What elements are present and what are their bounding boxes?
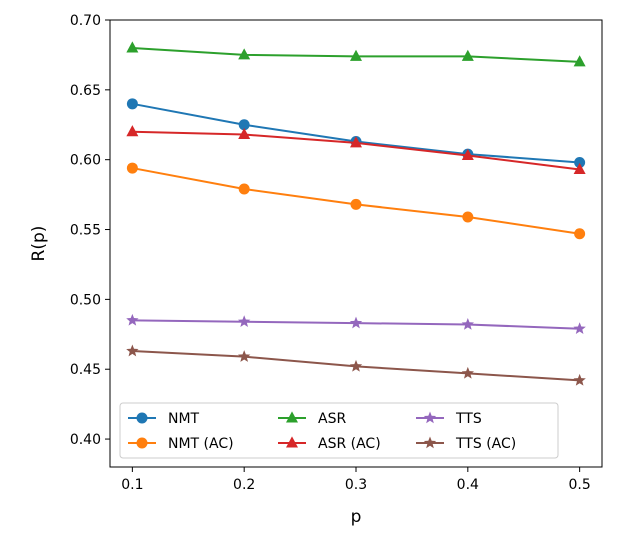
data-point (126, 125, 139, 137)
data-point (574, 156, 586, 168)
legend-entry: ASR (278, 411, 346, 427)
data-point (573, 55, 586, 67)
plot-marks (126, 41, 586, 386)
series-tts (126, 313, 586, 334)
data-point (238, 183, 250, 195)
legend-entry: TTS (416, 411, 482, 427)
legend-entry: ASR (AC) (278, 436, 381, 452)
data-point (238, 127, 251, 140)
data-point (126, 98, 138, 110)
y-tick-label: 0.50 (70, 292, 101, 308)
legend-swatch-marker (423, 411, 437, 424)
data-point (350, 49, 362, 61)
series-nmt-ac (126, 162, 586, 240)
data-point (126, 41, 139, 53)
legend-label: NMT (168, 411, 200, 427)
data-point (461, 366, 474, 379)
data-point (238, 350, 251, 362)
legend-entry: TTS (AC) (416, 436, 516, 452)
series-asr-ac (126, 125, 586, 174)
y-tick-label: 0.40 (70, 432, 101, 448)
data-point (126, 344, 139, 357)
data-point (461, 148, 474, 160)
legend-label: NMT (AC) (168, 436, 234, 452)
data-point (573, 162, 586, 174)
data-point (350, 136, 362, 148)
legend-entry: NMT (128, 411, 200, 427)
series-asr (126, 41, 586, 67)
data-point (574, 228, 586, 240)
x-tick-label: 0.3 (345, 477, 367, 493)
legend-box (119, 402, 559, 459)
y-tick-label: 0.55 (70, 223, 101, 239)
data-point (350, 198, 362, 210)
data-point (349, 359, 363, 372)
legend-label: TTS (AC) (455, 436, 516, 452)
data-point (461, 318, 474, 330)
data-point (573, 373, 586, 386)
series-tts-ac (126, 344, 586, 386)
data-point (126, 162, 138, 174)
x-tick-label: 0.5 (569, 477, 591, 493)
legend-swatch-marker (136, 437, 148, 449)
data-point (126, 313, 139, 326)
legend-swatch-marker (423, 436, 437, 449)
x-tick-label: 0.1 (121, 477, 143, 493)
x-tick-label: 0.2 (233, 477, 255, 493)
legend-label: TTS (455, 411, 482, 427)
data-point (462, 211, 474, 223)
y-tick-label: 0.65 (70, 83, 101, 99)
y-tick-label: 0.45 (70, 362, 101, 378)
data-point (349, 316, 363, 329)
y-axis-label: R(p) (29, 226, 49, 262)
data-point (238, 119, 250, 131)
legend-swatch-marker (286, 436, 298, 448)
x-axis-label: p (351, 507, 362, 527)
y-tick-label: 0.60 (70, 153, 101, 169)
legend-entry: NMT (AC) (128, 436, 234, 452)
x-axis: 0.1 0.2 0.3 0.4 0.5 (121, 467, 591, 493)
x-tick-label: 0.4 (457, 477, 479, 493)
y-tick-label: 0.70 (70, 13, 101, 29)
data-point (238, 315, 251, 327)
data-point (238, 48, 251, 60)
plot-frame (109, 19, 603, 468)
legend: NMT NMT (AC) ASR ASR (AC) TTS TTS (AC) (119, 402, 559, 459)
y-axis: 0.40 0.45 0.50 0.55 0.60 0.65 0.70 (70, 13, 110, 448)
legend-label: ASR (318, 411, 346, 427)
data-point (461, 49, 474, 61)
data-point (573, 322, 586, 334)
legend-swatch-marker (136, 412, 148, 424)
legend-label: ASR (AC) (318, 436, 381, 452)
legend-swatch-marker (286, 411, 298, 423)
